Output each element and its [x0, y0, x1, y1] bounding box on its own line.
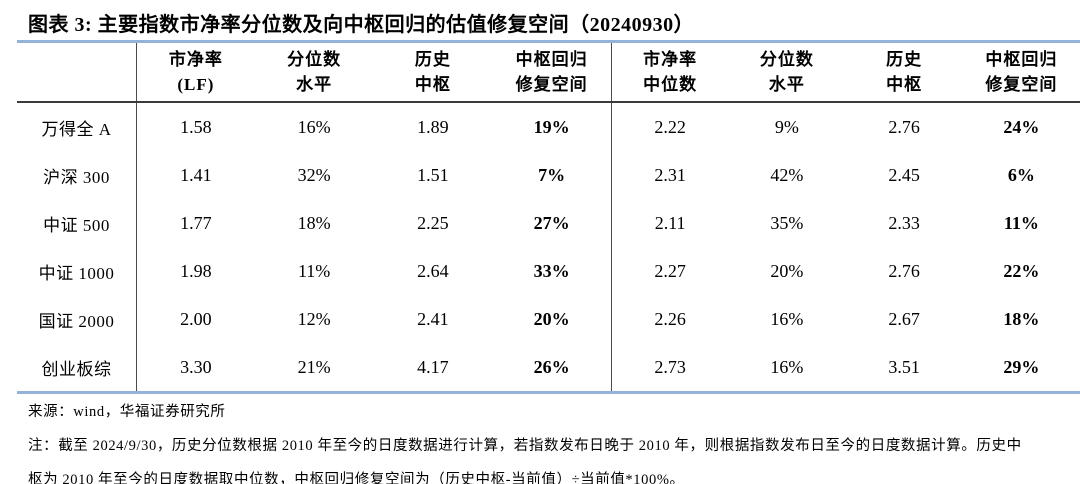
- table-cell: 2.76: [888, 116, 920, 137]
- table-row: 万得全 A 1.58 16% 1.89 19% 2.22 9% 2.76 24%: [17, 103, 1080, 151]
- table-cell: 26%: [533, 356, 570, 377]
- figure-footer: 来源：wind，华福证券研究所 注：截至 2024/9/30，历史分位数根据 2…: [28, 400, 1022, 484]
- column-header-line: 市净率: [168, 50, 223, 69]
- column-header-line: 修复空间: [515, 75, 588, 94]
- table-cell: 11%: [297, 260, 331, 281]
- column-header-line: 中枢: [886, 75, 923, 94]
- table-cell: 33%: [533, 260, 570, 281]
- source-note: 来源：wind，华福证券研究所: [28, 404, 226, 420]
- table-cell: 16%: [770, 356, 804, 377]
- column-header-line: 中枢回归: [985, 50, 1058, 69]
- column-header-hist-center-2: 历史 中枢: [846, 43, 963, 101]
- column-header-repair-space-2: 中枢回归 修复空间: [963, 43, 1080, 101]
- footnote-line-1: 注：截至 2024/9/30，历史分位数根据 2010 年至今的日度数据进行计算…: [28, 438, 1022, 454]
- table-cell: 16%: [297, 116, 331, 137]
- table-cell: 24%: [1003, 116, 1040, 137]
- figure-title: 图表 3: 主要指数市净率分位数及向中枢回归的估值修复空间（20240930）: [28, 14, 695, 36]
- table-cell: 2.73: [611, 343, 728, 391]
- table-cell: 2.41: [417, 308, 449, 329]
- table-cell: 7%: [538, 164, 566, 185]
- column-header-line: 修复空间: [985, 75, 1058, 94]
- table-row: 中证 1000 1.98 11% 2.64 33% 2.27 20% 2.76 …: [17, 247, 1080, 295]
- table-cell: 2.67: [888, 308, 920, 329]
- table-cell: 6%: [1007, 164, 1035, 185]
- column-header-line: 分位数: [287, 50, 342, 69]
- table-cell: 4.17: [417, 356, 449, 377]
- table-cell: 42%: [770, 164, 804, 185]
- column-header-repair-space: 中枢回归 修复空间: [492, 43, 611, 101]
- table-cell: 1.77: [136, 199, 255, 247]
- column-header-pb-lf: 市净率 (LF): [136, 43, 255, 101]
- valuation-table: 市净率 (LF) 分位数 水平 历史 中枢 中枢回归 修复空间 市净率 中位数 …: [17, 40, 1080, 394]
- column-header-percentile-2: 分位数 水平: [728, 43, 845, 101]
- table-cell: 27%: [533, 212, 570, 233]
- footnote-line-2: 枢为 2010 年至今的日度数据取中位数，中枢回归修复空间为（历史中枢-当前值）…: [28, 472, 685, 484]
- table-cell: 2.22: [611, 103, 728, 151]
- table-cell: 35%: [770, 212, 804, 233]
- table-cell: 2.45: [888, 164, 920, 185]
- row-label: 中证 1000: [38, 263, 115, 283]
- table-cell: 2.33: [888, 212, 920, 233]
- table-cell: 20%: [533, 308, 570, 329]
- table-cell: 2.25: [417, 212, 449, 233]
- column-header-line: 市净率: [643, 50, 698, 69]
- row-label: 中证 500: [43, 215, 110, 235]
- table-cell: 18%: [1003, 308, 1040, 329]
- table-cell: 2.64: [417, 260, 449, 281]
- table-cell: 19%: [533, 116, 570, 137]
- header-empty-cell: [17, 43, 136, 101]
- column-header-percentile: 分位数 水平: [255, 43, 374, 101]
- column-header-line: 水平: [296, 75, 333, 94]
- row-label: 沪深 300: [43, 167, 110, 187]
- table-cell: 9%: [774, 116, 799, 137]
- column-header-line: 中枢: [414, 75, 451, 94]
- table-cell: 2.27: [611, 247, 728, 295]
- table-cell: 1.58: [136, 103, 255, 151]
- row-label: 万得全 A: [41, 119, 112, 139]
- column-header-line: 中枢回归: [515, 50, 588, 69]
- table-cell: 1.89: [417, 116, 449, 137]
- table-cell: 32%: [297, 164, 331, 185]
- table-row: 中证 500 1.77 18% 2.25 27% 2.11 35% 2.33 1…: [17, 199, 1080, 247]
- table-header-row: 市净率 (LF) 分位数 水平 历史 中枢 中枢回归 修复空间 市净率 中位数 …: [17, 43, 1080, 103]
- table-cell: 29%: [1003, 356, 1040, 377]
- table-cell: 2.76: [888, 260, 920, 281]
- table-row: 沪深 300 1.41 32% 1.51 7% 2.31 42% 2.45 6%: [17, 151, 1080, 199]
- table-cell: 21%: [297, 356, 331, 377]
- table-cell: 2.31: [611, 151, 728, 199]
- table-cell: 1.51: [417, 164, 449, 185]
- column-header-line: 分位数: [759, 50, 814, 69]
- table-cell: 16%: [770, 308, 804, 329]
- table-cell: 3.30: [136, 343, 255, 391]
- column-header-line: 历史: [414, 50, 451, 69]
- table-row: 国证 2000 2.00 12% 2.41 20% 2.26 16% 2.67 …: [17, 295, 1080, 343]
- table-cell: 1.41: [136, 151, 255, 199]
- table-cell: 11%: [1003, 212, 1039, 233]
- column-header-line: (LF): [177, 75, 215, 94]
- table-cell: 22%: [1003, 260, 1040, 281]
- table-cell: 2.26: [611, 295, 728, 343]
- table-row: 创业板综 3.30 21% 4.17 26% 2.73 16% 3.51 29%: [17, 343, 1080, 391]
- table-cell: 1.98: [136, 247, 255, 295]
- column-header-line: 中位数: [643, 75, 698, 94]
- table-cell: 2.11: [611, 199, 728, 247]
- column-header-pb-median: 市净率 中位数: [611, 43, 728, 101]
- column-header-hist-center: 历史 中枢: [374, 43, 493, 101]
- table-cell: 3.51: [888, 356, 920, 377]
- table-cell: 20%: [770, 260, 804, 281]
- column-header-line: 水平: [768, 75, 805, 94]
- table-cell: 12%: [297, 308, 331, 329]
- table-cell: 18%: [297, 212, 331, 233]
- table-cell: 2.00: [136, 295, 255, 343]
- column-header-line: 历史: [886, 50, 923, 69]
- row-label: 创业板综: [41, 359, 112, 379]
- row-label: 国证 2000: [38, 311, 115, 331]
